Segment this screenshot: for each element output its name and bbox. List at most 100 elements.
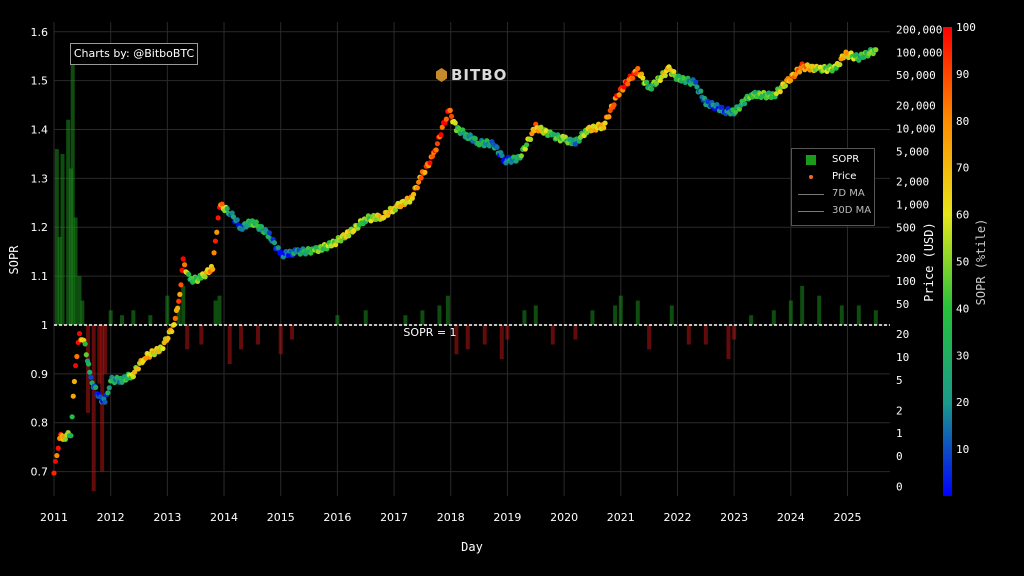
sopr-bar [256, 324, 261, 345]
sopr-bar [120, 315, 125, 325]
sopr-bar [131, 310, 136, 325]
price-marker [524, 142, 530, 148]
price-marker [76, 331, 83, 337]
x-tick-label: 2021 [607, 511, 635, 524]
price-marker [662, 72, 668, 79]
price-marker [572, 141, 579, 147]
grid-lines [53, 22, 890, 496]
y2-axis-title: Price (USD) [922, 222, 936, 301]
x-tick-label: 2013 [153, 511, 181, 524]
sopr-bar [647, 324, 652, 350]
legend-label: 30D MA [832, 205, 872, 216]
sopr-bar [686, 324, 691, 345]
sopr-bar [290, 324, 295, 340]
price-marker [258, 224, 265, 230]
price-marker [719, 104, 725, 110]
price-marker [88, 374, 94, 380]
price-marker [285, 252, 292, 259]
bitbo-watermark: BITBO [436, 66, 508, 86]
legend-bar-swatch [806, 155, 816, 165]
sopr-bar [445, 295, 450, 325]
legend: SOPR Price 7D MA 30D MA [791, 148, 875, 226]
sopr-bar [749, 315, 754, 325]
price-marker [694, 84, 700, 90]
price-marker [239, 226, 245, 232]
y-tick-label: 1.5 [31, 75, 49, 88]
price-marker [616, 92, 622, 98]
price-marker [439, 124, 445, 130]
y2-tick-label: 2 [896, 404, 903, 417]
price-marker [472, 136, 478, 142]
price-marker [52, 458, 59, 464]
price-marker [653, 80, 660, 86]
price-marker [373, 216, 379, 222]
colorbar-tick-label: 80 [956, 115, 969, 128]
x-tick-label: 2024 [777, 511, 805, 524]
sopr-bar [732, 324, 737, 340]
y2-tick-label: 10,000 [896, 122, 936, 135]
colorbar-tick-label: 70 [956, 162, 969, 175]
price-marker [180, 256, 186, 262]
sopr-bar [499, 324, 504, 360]
price-marker [70, 393, 76, 399]
sopr-bars [54, 56, 878, 492]
colorbar-tick-label: 40 [956, 302, 969, 315]
x-tick-label: 2014 [210, 511, 238, 524]
price-marker [467, 132, 473, 138]
legend-label: Price [832, 171, 857, 182]
price-marker [787, 77, 794, 84]
y2-tick-label: 2,000 [896, 176, 929, 189]
price-marker [611, 102, 617, 108]
bitbo-logo-icon [436, 68, 447, 82]
price-marker [275, 245, 281, 251]
price-marker [443, 116, 449, 122]
price-marker [513, 158, 519, 164]
reference-line-label: SOPR = 1 [403, 326, 456, 339]
sopr-bar [873, 310, 878, 325]
price-marker [55, 445, 61, 451]
price-marker [219, 201, 225, 207]
price-marker [518, 153, 524, 159]
legend-marker-swatch [809, 175, 813, 179]
y2-tick-label: 200 [896, 252, 916, 265]
price-marker [338, 238, 344, 244]
price-marker [796, 69, 803, 75]
price-marker [409, 195, 415, 201]
price-marker [106, 385, 112, 391]
price-marker [810, 63, 816, 69]
price-marker [253, 219, 259, 225]
price-marker [414, 185, 420, 191]
sopr-bar [454, 324, 459, 355]
watermark-label: BITBO [451, 66, 508, 84]
price-marker [522, 146, 528, 152]
price-marker [602, 120, 608, 126]
sopr-bar [533, 305, 538, 325]
y-tick-label: 1.3 [31, 172, 49, 185]
sopr-bar [573, 324, 578, 340]
sopr-bar [239, 324, 244, 350]
y2-tick-label: 100,000 [896, 46, 942, 59]
y2-tick-label: 0 [896, 480, 903, 493]
price-marker [74, 353, 80, 360]
price-marker [85, 361, 92, 367]
price-marker [346, 233, 352, 239]
price-marker [165, 335, 171, 341]
price-marker [438, 132, 444, 138]
legend-line-swatch [798, 194, 824, 195]
y2-tick-label: 10 [896, 351, 909, 364]
price-marker [861, 54, 867, 60]
y2-tick-label: 200,000 [896, 23, 942, 36]
price-marker [87, 369, 93, 375]
price-marker [381, 214, 387, 221]
y-tick-label: 0.7 [31, 466, 49, 479]
colorbar-tick-label: 100 [956, 21, 976, 34]
price-markers [51, 46, 879, 476]
y2-tick-label: 1 [896, 427, 903, 440]
price-marker [210, 266, 216, 272]
y-tick-label: 1 [41, 319, 48, 332]
price-marker [416, 179, 422, 185]
axes: 2011 2012 2013 2014 2015 2016 2017 2018 2019 2020… [31, 23, 943, 524]
sopr-bar [278, 324, 283, 355]
price-marker [698, 88, 704, 94]
sopr-bar [57, 237, 62, 325]
